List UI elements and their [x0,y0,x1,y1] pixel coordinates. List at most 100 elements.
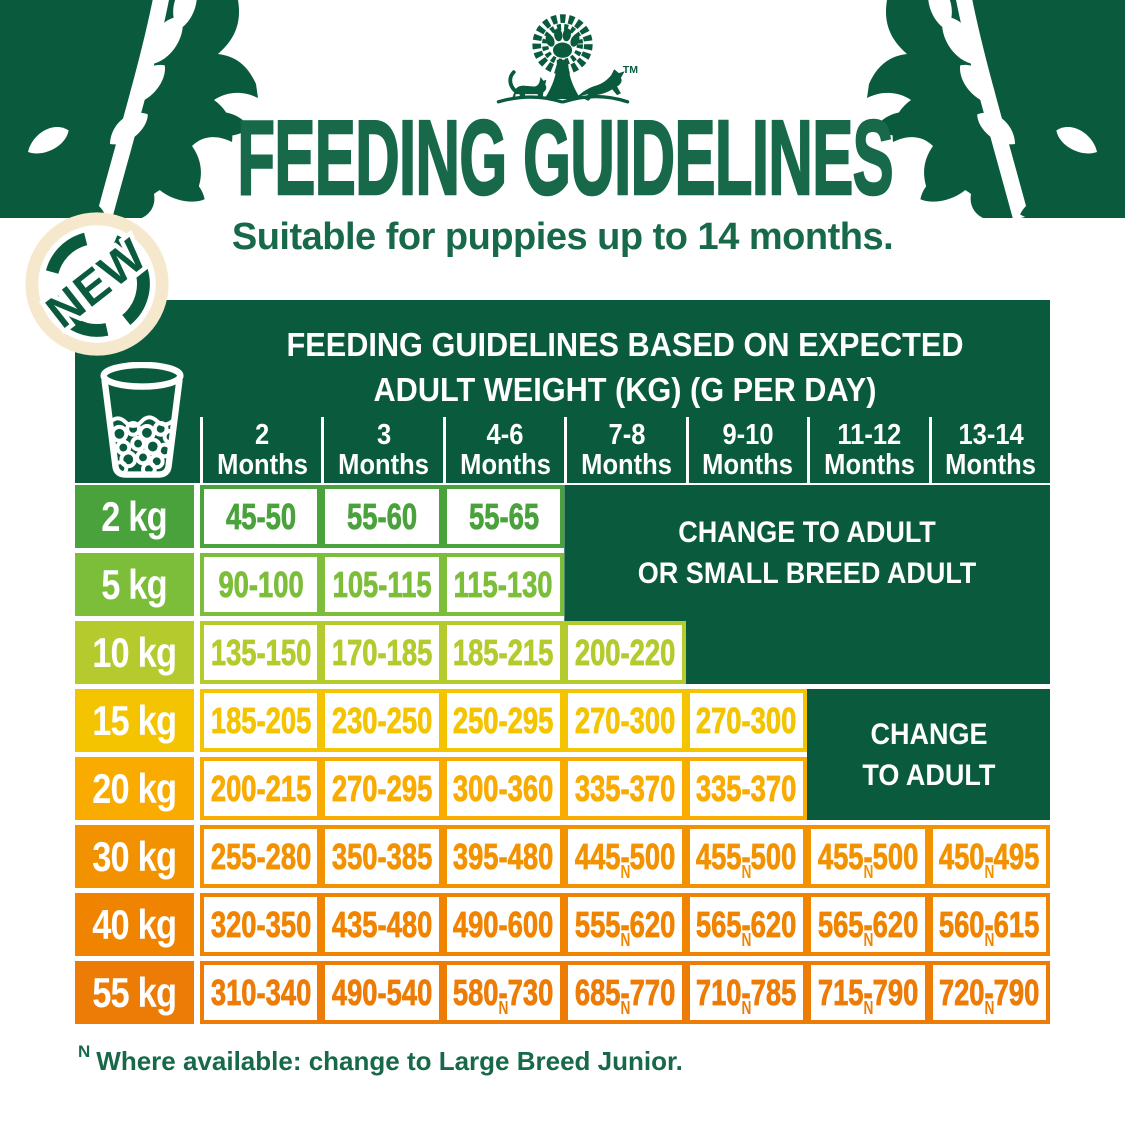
feeding-grid: CHANGE TO ADULT OR SMALL BREED ADULT CHA… [75,485,1050,1024]
weight-label: 5 kg [75,553,194,616]
feeding-value-cell: 490-540 [321,961,443,1024]
leaf-decoration-left-icon [0,0,258,218]
column-headers: 2 Months 3 Months 4-6 Months 7-8 Months 9-10 Mont… [200,417,1050,483]
feeding-value-cell: 135-150 [200,621,322,684]
feeding-value-cell: 560- N 615 [928,893,1050,956]
feeding-value-cell: 455- N 500 [685,825,808,888]
table-row: 10 kg 135-150 170-185 185-215 200-220 [75,621,1050,684]
feeding-value-cell: 45-50 [200,485,322,548]
feeding-value-cell: 270-295 [321,757,443,820]
weight-label: 15 kg [75,689,194,752]
weight-label: 20 kg [75,757,194,820]
column-header: 4-6 Months [442,417,564,483]
block-line: CHANGE TO ADULT [678,516,936,549]
feeding-value-cell: 580- N 730 [442,961,565,1024]
feeding-value-cell: 55-60 [321,485,443,548]
feeding-value-cell: 170-185 [321,621,443,684]
block-line: TO ADULT [862,758,996,792]
feeding-value-cell: 565- N 620 [807,893,929,956]
footnote-ref: N [741,861,752,882]
table-row: 40 kg 320-350 435-480 490-600 555- N 620 565- N 6… [75,893,1050,956]
weight-label: 10 kg [75,621,194,684]
feeding-value-cell: 710- N 785 [685,961,808,1024]
footnote-text: Where available: change to Large Breed J… [96,1046,683,1076]
feeding-value-cell: 335-370 [685,757,808,820]
footnote-ref: N [741,929,752,950]
feeding-value-cell: 185-215 [442,621,565,684]
table-row: 2 kg 45-50 55-60 55-65 [75,485,1050,548]
table-row: 30 kg 255-280 350-385 395-480 445- N 500 455- N 5… [75,825,1050,888]
column-header: 11-12 Months [807,417,928,483]
feeding-value-cell: 455- N 500 [807,825,929,888]
feeding-grid-rows: 2 kg 45-50 55-60 55-65 5 kg 90-100 105-115 115-… [75,485,1050,1024]
feeding-value-cell: 490-600 [442,893,565,956]
change-to-adult-block: CHANGE TO ADULT [807,689,1050,820]
leaf-decoration-right-icon [867,0,1125,218]
feeding-value-cell: 685- N 770 [564,961,686,1024]
feeding-value-cell: 255-280 [200,825,322,888]
footnote-marker: N [78,1042,91,1061]
weight-label: 30 kg [75,825,194,888]
feeding-value-cell: 445- N 500 [564,825,686,888]
new-badge: NEW [25,212,169,356]
measuring-cup-icon [100,362,184,478]
trademark-label: TM [622,64,637,76]
table-row: 55 kg 310-340 490-540 580- N 730 685- N 770 710- N… [75,961,1050,1024]
block-line: CHANGE [870,717,988,751]
footnote-ref: N [984,929,995,950]
feeding-value-cell: 115-130 [442,553,565,616]
footnote-ref: N [863,929,874,950]
footnote-ref: N [620,997,631,1018]
feeding-value-cell: 555- N 620 [564,893,686,956]
feeding-value-cell: 565- N 620 [685,893,808,956]
feeding-value-cell: 200-215 [200,757,322,820]
feeding-value-cell: 230-250 [321,689,443,752]
block-line: OR SMALL BREED ADULT [637,557,977,590]
feeding-value-cell: 250-295 [442,689,565,752]
footnote: N Where available: change to Large Breed … [78,1042,683,1077]
table-header-panel: FEEDING GUIDELINES BASED ON EXPECTED ADU… [75,300,1050,483]
tree-paw-logo-icon: TM [496,14,638,104]
feeding-value-cell: 55-65 [442,485,565,548]
table-heading-line2: ADULT WEIGHT (KG) (G PER DAY) [373,371,877,408]
feeding-value-cell: 395-480 [442,825,565,888]
table-row: 15 kg 185-205 230-250 250-295 270-300 270-300 [75,689,1050,752]
column-header: 13-14 Months [928,417,1050,483]
feeding-value-cell: 715- N 790 [807,961,929,1024]
table-heading: FEEDING GUIDELINES BASED ON EXPECTED ADU… [200,322,1050,412]
weight-label: 40 kg [75,893,194,956]
feeding-value-cell: 270-300 [685,689,808,752]
feeding-value-cell: 350-385 [321,825,443,888]
feeding-value-cell: 720- N 790 [928,961,1050,1024]
table-heading-line1: FEEDING GUIDELINES BASED ON EXPECTED [286,326,964,363]
cat-silhouette-icon [507,70,546,99]
column-header: 2 Months [200,417,321,483]
feeding-value-cell: 185-205 [200,689,322,752]
table-row: 20 kg 200-215 270-295 300-360 335-370 335-370 [75,757,1050,820]
feeding-value-cell: 320-350 [200,893,322,956]
footnote-ref: N [984,861,995,882]
weight-label: 55 kg [75,961,194,1024]
feeding-value-cell: 310-340 [200,961,322,1024]
footnote-ref: N [984,997,995,1018]
weight-label: 2 kg [75,485,194,548]
footnote-ref: N [863,861,874,882]
feeding-value-cell: 105-115 [321,553,443,616]
change-to-adult-or-small-breed-block: CHANGE TO ADULT OR SMALL BREED ADULT [564,485,1050,684]
page-subtitle: Suitable for puppies up to 14 months. [231,216,894,258]
column-header: 7-8 Months [564,417,685,483]
footnote-ref: N [741,997,752,1018]
footnote-ref: N [499,997,509,1018]
feeding-value-cell: 90-100 [200,553,322,616]
dog-silhouette-icon [562,69,625,101]
feeding-value-cell: 200-220 [564,621,686,684]
table-row: 5 kg 90-100 105-115 115-130 [75,553,1050,616]
feeding-value-cell: 450- N 495 [928,825,1050,888]
feeding-value-cell: 435-480 [321,893,443,956]
footnote-ref: N [620,861,631,882]
feeding-value-cell: 270-300 [564,689,686,752]
pawprint-icon [545,28,580,58]
page-title: FEEDING GUIDELINES [237,99,895,217]
feeding-value-cell: 335-370 [564,757,686,820]
